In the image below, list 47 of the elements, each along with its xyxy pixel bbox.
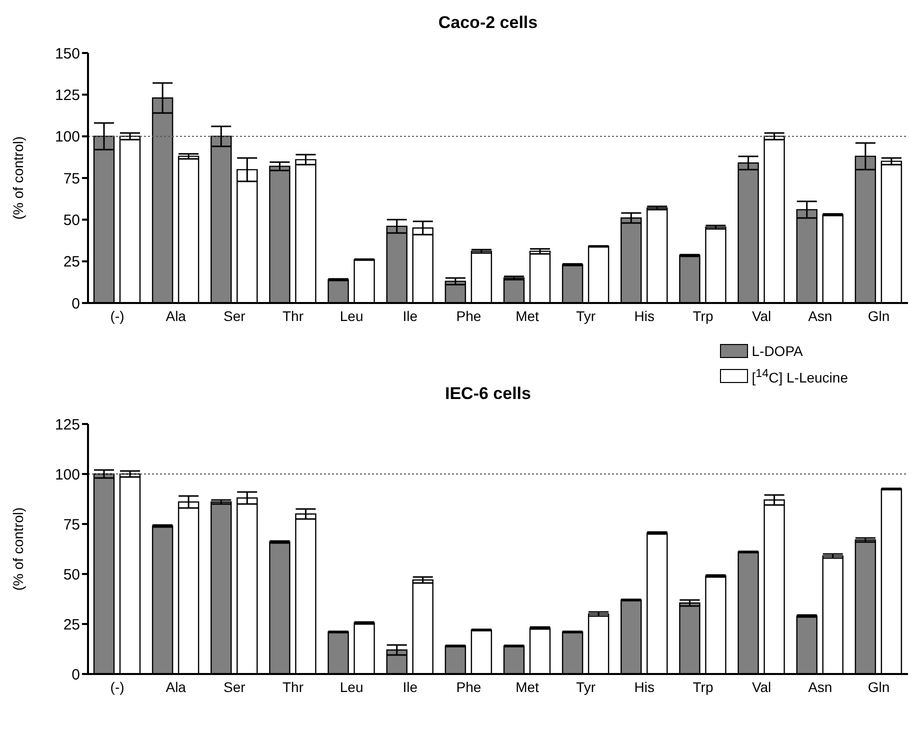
x-tick-label: Ala <box>166 308 186 324</box>
y-tick-label: 100 <box>54 128 80 146</box>
x-tick-label: Ser <box>224 308 246 324</box>
y-tick-label: 50 <box>63 566 80 584</box>
chart-title: Caco-2 cells <box>437 13 539 33</box>
y-tick-label: 25 <box>63 254 80 271</box>
x-tick-label: Ser <box>224 678 246 695</box>
x-tick-label: Gln <box>868 678 890 695</box>
x-tick-label: Trp <box>692 308 714 324</box>
x-tick-label: Tyr <box>576 678 596 695</box>
x-tick-label: Asn <box>808 308 832 324</box>
y-tick-label: 50 <box>63 212 80 229</box>
y-axis-title: (% of control) <box>10 136 26 220</box>
x-tick-label: Leu <box>340 678 364 695</box>
y-tick-label: 125 <box>54 86 80 104</box>
x-tick-label: Thr <box>282 308 304 324</box>
legend-label: L-DOPA <box>752 343 803 359</box>
y-tick-label: 100 <box>54 466 80 484</box>
y-tick-label: 0 <box>72 295 80 312</box>
x-tick-label: Met <box>516 308 540 324</box>
chart-title: IEC-6 cells <box>444 384 532 404</box>
x-tick-label: Met <box>516 678 540 695</box>
y-tick-label: 125 <box>54 416 80 434</box>
y-tick-label: 0 <box>72 666 80 684</box>
y-tick-label: 25 <box>63 616 80 634</box>
x-tick-label: His <box>634 678 655 695</box>
x-tick-label: His <box>634 308 655 324</box>
x-tick-label: Tyr <box>576 308 596 324</box>
x-tick-label: Gln <box>868 308 890 324</box>
y-tick-label: 75 <box>63 516 80 534</box>
x-tick-label: Ile <box>402 308 418 324</box>
x-tick-label: Phe <box>456 308 482 324</box>
x-tick-label: Asn <box>808 678 832 695</box>
x-tick-label: Val <box>752 678 772 695</box>
x-tick-label: Thr <box>282 678 304 695</box>
y-axis-title: (% of control) <box>10 507 26 591</box>
x-tick-label: (-) <box>110 678 124 695</box>
x-tick-label: Phe <box>456 678 482 695</box>
x-tick-label: Trp <box>692 678 714 695</box>
legend-label: [$^{14}$C] L-Leucine <box>752 367 848 386</box>
x-tick-label: Ile <box>402 678 418 695</box>
y-tick-label: 150 <box>54 45 80 62</box>
y-tick-label: 75 <box>63 170 80 188</box>
x-tick-label: Val <box>752 308 772 324</box>
x-tick-label: (-) <box>110 308 124 324</box>
x-tick-label: Ala <box>166 678 186 695</box>
x-tick-label: Leu <box>340 308 364 324</box>
